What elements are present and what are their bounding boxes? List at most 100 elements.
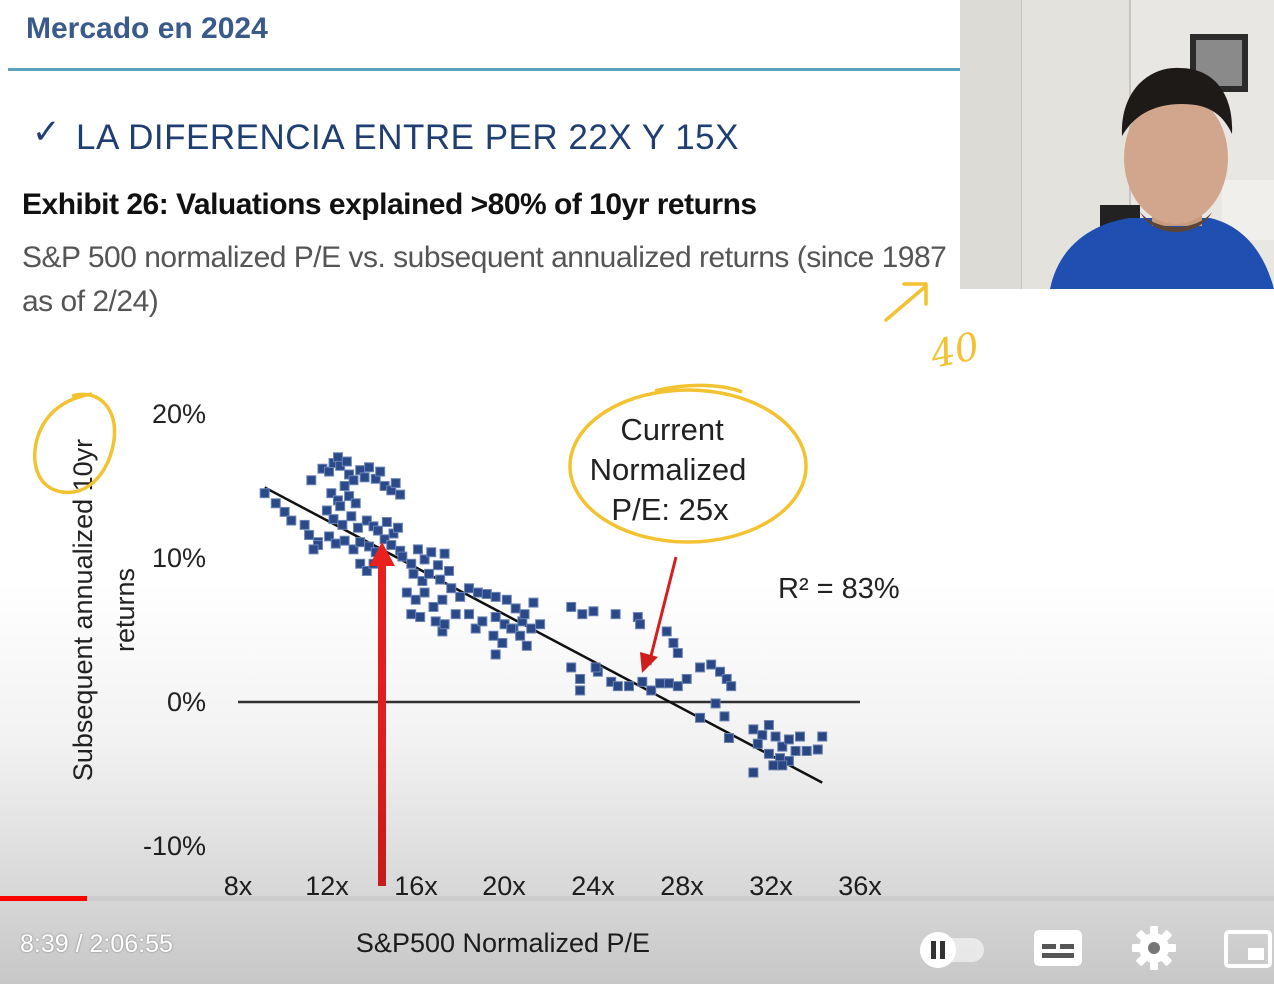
data-point: [392, 522, 403, 533]
data-point: [768, 760, 779, 771]
callout-line-2: Normalized: [590, 452, 747, 487]
data-point: [681, 673, 692, 684]
autoplay-toggle[interactable]: [916, 928, 988, 975]
data-point: [410, 594, 421, 605]
data-point: [723, 733, 734, 743]
data-point: [497, 637, 508, 648]
data-point: [519, 609, 530, 620]
y-tick-label: 20%: [152, 399, 206, 429]
data-point: [430, 616, 441, 627]
data-point: [726, 681, 737, 692]
ylabel-ink-circle: [33, 392, 117, 495]
data-point: [668, 637, 679, 648]
data-point: [361, 515, 372, 526]
data-point: [435, 574, 446, 585]
data-point: [566, 662, 577, 673]
settings-button[interactable]: [1130, 924, 1178, 977]
data-point: [464, 609, 475, 620]
data-point: [612, 681, 623, 692]
y-tick-label: -10%: [143, 831, 206, 861]
data-point: [777, 760, 788, 771]
data-point: [259, 488, 270, 499]
data-point: [446, 583, 457, 594]
data-point: [672, 648, 683, 659]
data-point: [535, 619, 546, 630]
trend-line: [264, 486, 823, 784]
data-point: [359, 472, 370, 483]
data-points: [259, 452, 828, 778]
data-point: [397, 551, 408, 562]
data-point: [506, 623, 517, 634]
data-point: [575, 685, 586, 696]
x-axis-title: S&P500 Normalized P/E: [356, 928, 650, 958]
y-axis-title: Subsequent annualized 10yr: [68, 439, 98, 781]
data-point: [332, 452, 343, 463]
red-vertical-arrow-head-icon: [369, 542, 395, 566]
data-point: [350, 498, 361, 509]
miniplayer-button[interactable]: [1222, 926, 1274, 975]
data-point: [635, 619, 646, 630]
data-point: [417, 576, 428, 587]
data-point: [501, 594, 512, 605]
data-point: [339, 535, 350, 546]
data-point: [324, 531, 335, 542]
data-point: [763, 720, 774, 731]
data-point: [375, 466, 386, 477]
current-pe-arrow-line: [648, 556, 678, 661]
subtitles-icon: [1034, 930, 1082, 966]
data-point: [481, 589, 492, 599]
data-point: [748, 724, 759, 735]
data-point: [328, 514, 339, 525]
data-point: [439, 619, 450, 630]
data-point: [790, 745, 801, 756]
data-point: [521, 640, 532, 651]
y-axis-title-line2: returns: [110, 568, 140, 652]
data-point: [490, 591, 501, 602]
data-point: [406, 609, 417, 620]
data-point: [817, 731, 828, 742]
data-point: [510, 603, 521, 614]
data-point: [695, 662, 706, 673]
data-point: [748, 767, 759, 778]
data-point: [424, 568, 435, 579]
checkmark-icon: ✓: [32, 113, 61, 151]
data-point: [337, 519, 348, 530]
data-point: [408, 568, 419, 579]
data-point: [412, 544, 423, 555]
data-point: [763, 748, 774, 759]
autoplay-toggle-icon: [920, 932, 984, 968]
data-point: [770, 731, 781, 742]
data-point: [444, 565, 455, 576]
data-point: [330, 538, 341, 549]
data-point: [812, 744, 823, 755]
data-point: [437, 594, 448, 605]
data-point: [706, 659, 717, 670]
handwritten-arrow-icon: [884, 282, 928, 322]
data-point: [577, 609, 588, 620]
data-point: [566, 601, 577, 612]
data-point: [339, 481, 350, 491]
data-point: [623, 681, 634, 692]
y-tick-labels: 20% 10% 0% -10%: [143, 399, 206, 861]
data-point: [428, 601, 439, 612]
data-point: [801, 745, 812, 756]
data-point: [346, 511, 357, 522]
data-point: [372, 525, 383, 536]
handwritten-note: 40: [926, 324, 983, 377]
data-point: [355, 537, 366, 548]
data-point: [455, 591, 466, 602]
data-point: [646, 685, 657, 696]
progress-bar[interactable]: [0, 896, 1274, 901]
miniplayer-icon: [1224, 930, 1272, 968]
data-point: [304, 529, 315, 540]
data-point: [270, 498, 281, 509]
data-point: [777, 741, 788, 752]
data-point: [344, 491, 355, 502]
callout-ink-circle: [568, 388, 808, 544]
data-point: [795, 731, 806, 742]
data-point: [379, 534, 390, 545]
subtitles-button[interactable]: [1032, 926, 1084, 975]
data-point: [450, 609, 461, 620]
data-point: [335, 501, 346, 512]
